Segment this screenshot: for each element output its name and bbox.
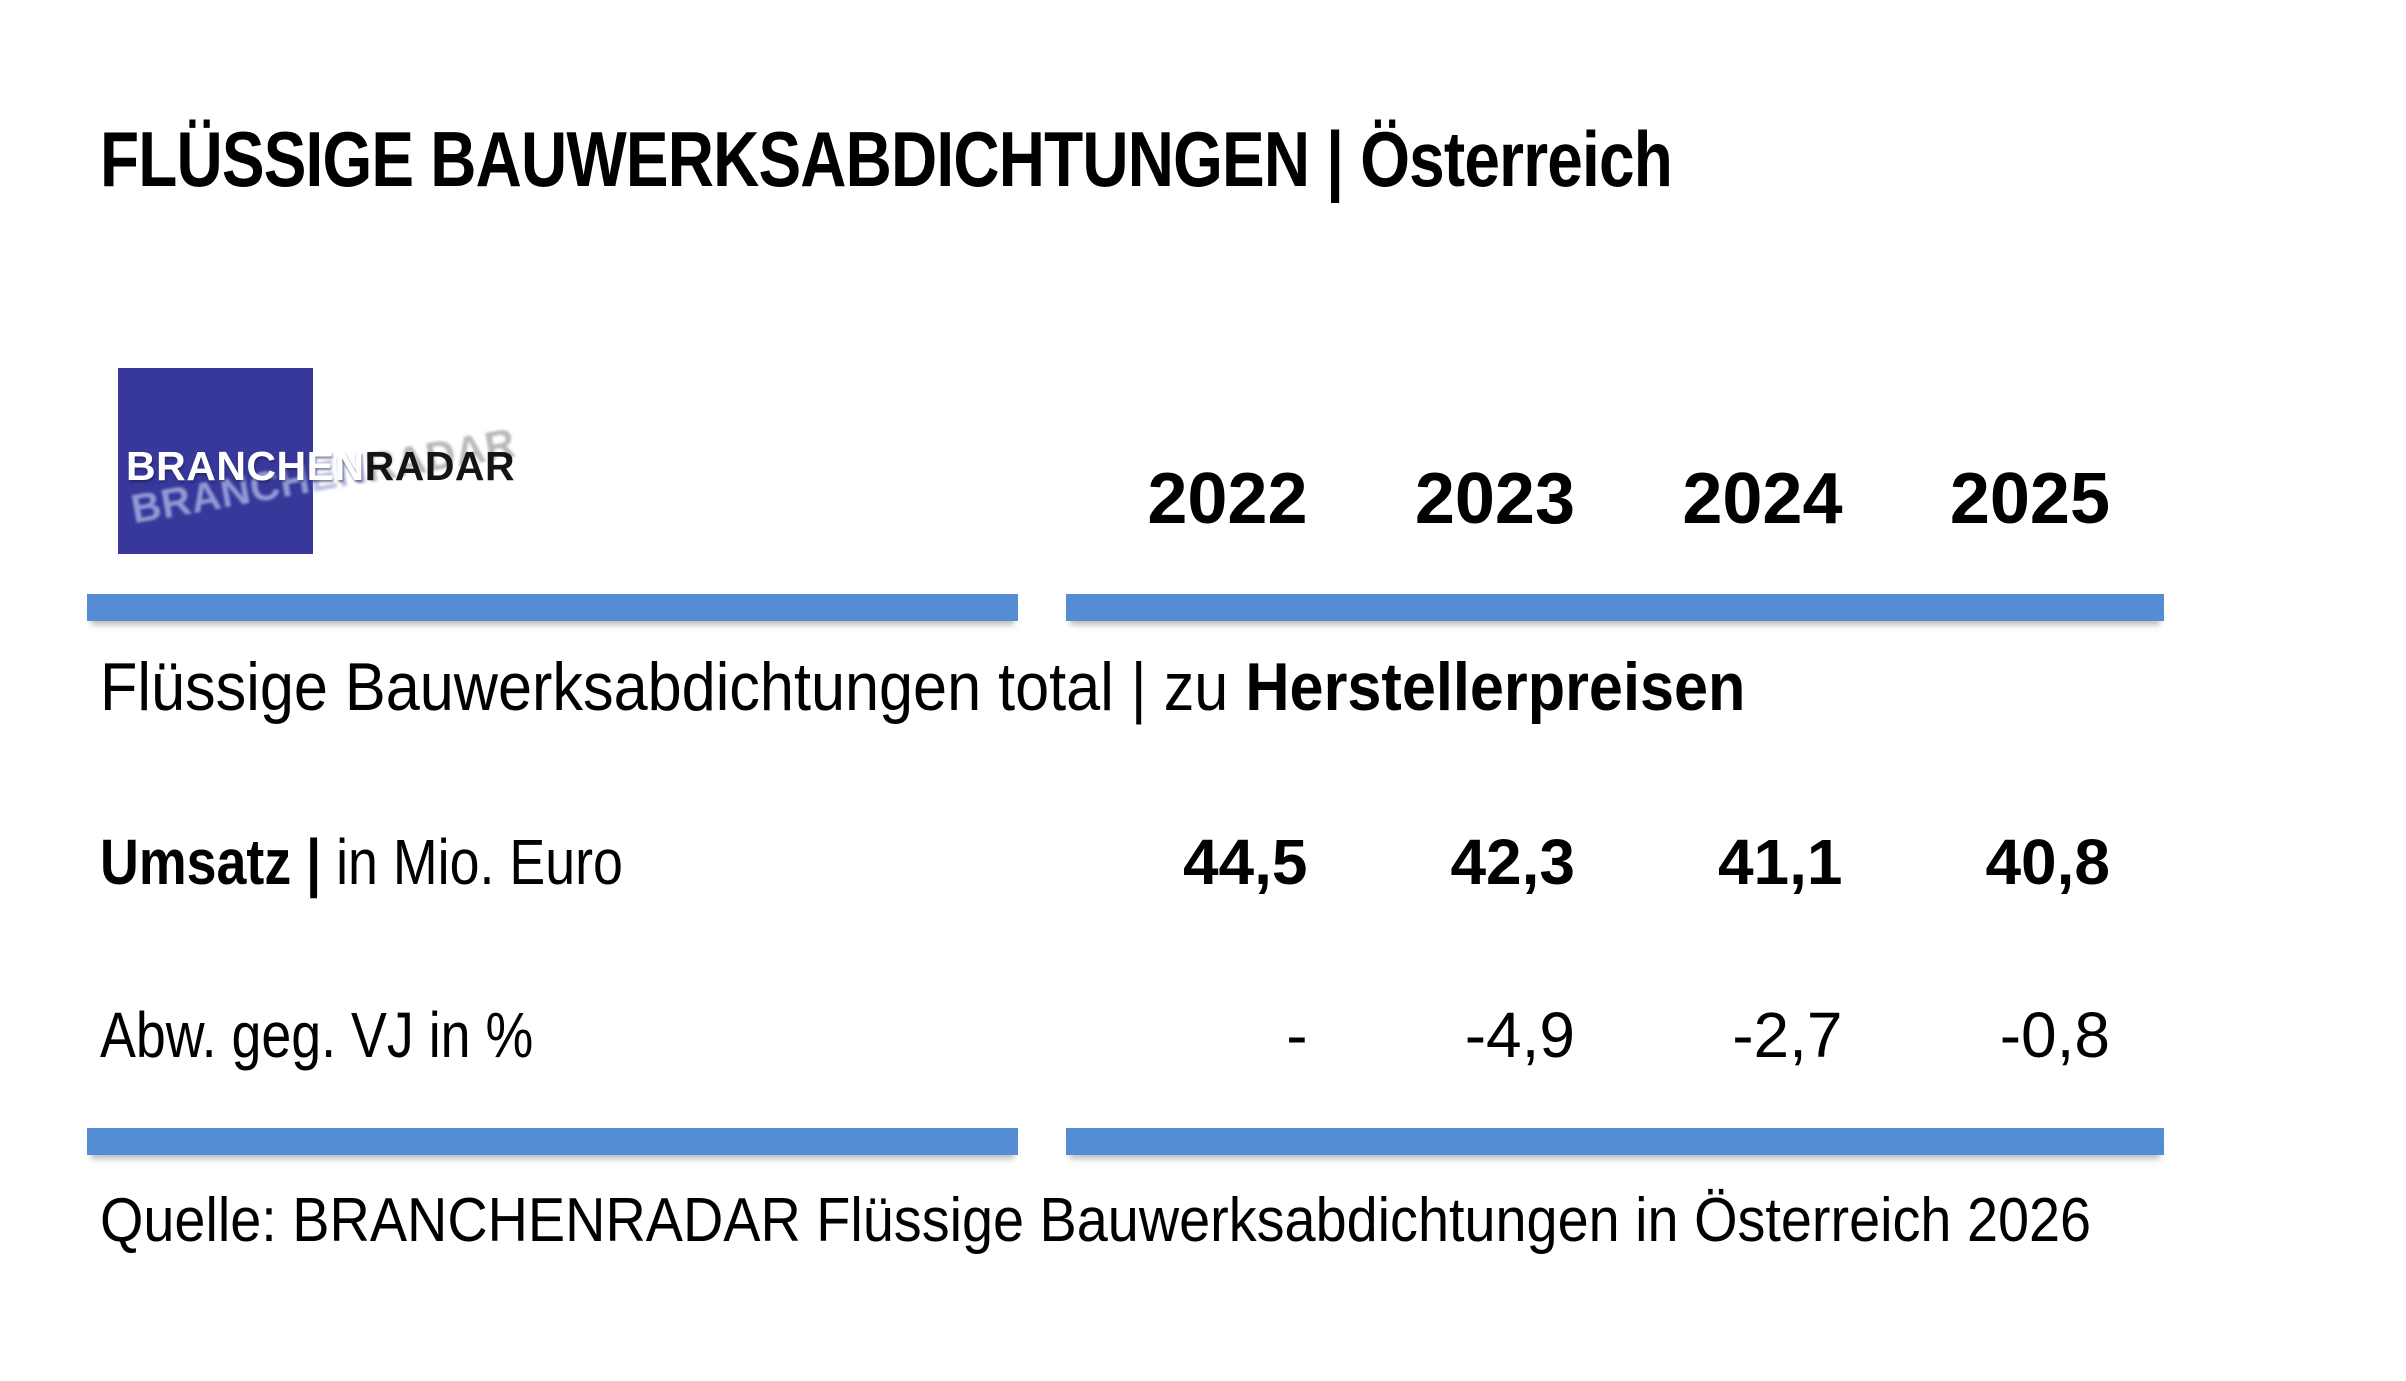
logo-wordmark-radar: RADAR — [364, 443, 516, 489]
section-heading: Flüssige Bauwerksabdichtungen total | zu… — [100, 653, 1928, 721]
row-label-umsatz-bold: Umsatz | — [100, 826, 322, 898]
divider-bar-top-right — [1066, 594, 2164, 621]
year-header-2024: 2024 — [1682, 459, 1843, 539]
row-values-umsatz: 44,5 42,3 41,1 40,8 — [1040, 830, 2110, 894]
abweichung-value-2024: -2,7 — [1732, 999, 1843, 1071]
row-label-umsatz: Umsatz | in Mio. Euro — [100, 830, 723, 894]
divider-bar-bottom-right — [1066, 1128, 2164, 1155]
year-header-2022: 2022 — [1147, 459, 1308, 539]
abweichung-value-2022: - — [1286, 999, 1308, 1071]
row-label-umsatz-text: Umsatz | in Mio. Euro — [100, 830, 623, 894]
umsatz-value-2022: 44,5 — [1182, 826, 1308, 898]
row-label-abweichung-text: Abw. geg. VJ in % — [100, 999, 534, 1071]
page-title-text: FLÜSSIGE BAUWERKSABDICHTUNGEN | Österrei… — [100, 115, 1673, 203]
year-header-2025: 2025 — [1949, 459, 2110, 539]
row-label-abweichung: Abw. geg. VJ in % — [100, 1003, 616, 1067]
divider-bar-bottom-left — [87, 1128, 1018, 1155]
logo-wordmark: BRANCHENRADAR — [126, 446, 515, 487]
section-heading-text: Flüssige Bauwerksabdichtungen total | zu… — [100, 653, 1745, 721]
page-title: FLÜSSIGE BAUWERKSABDICHTUNGEN | Österrei… — [100, 120, 2017, 198]
section-heading-regular: Flüssige Bauwerksabdichtungen total | zu — [100, 649, 1246, 725]
umsatz-value-2023: 42,3 — [1450, 826, 1575, 898]
umsatz-value-2025: 40,8 — [1985, 826, 2110, 898]
row-label-umsatz-regular: in Mio. Euro — [321, 826, 623, 898]
branchenradar-logo: BRANCHENRADAR BRANCHENRADAR — [118, 368, 598, 568]
source-citation: Quelle: BRANCHENRADAR Flüssige Bauwerksa… — [100, 1190, 2312, 1252]
year-header-row: 2022 2023 2024 2025 — [1040, 463, 2110, 535]
year-header-2023: 2023 — [1414, 459, 1575, 539]
divider-bar-top-left — [87, 594, 1018, 621]
logo-blue-square — [118, 368, 313, 554]
source-citation-text: Quelle: BRANCHENRADAR Flüssige Bauwerksa… — [100, 1186, 2092, 1255]
umsatz-value-2024: 41,1 — [1717, 826, 1843, 898]
row-values-abweichung: - -4,9 -2,7 -0,8 — [1040, 1003, 2110, 1067]
section-heading-bold: Herstellerpreisen — [1245, 649, 1746, 725]
abweichung-value-2023: -4,9 — [1464, 999, 1575, 1071]
abweichung-value-2025: -0,8 — [1999, 999, 2110, 1071]
logo-wordmark-branchen: BRANCHEN — [126, 443, 365, 489]
